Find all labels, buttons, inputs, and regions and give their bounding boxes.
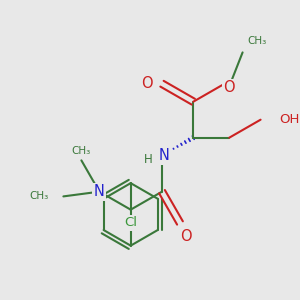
- Text: CH₃: CH₃: [247, 36, 267, 46]
- Text: CH₃: CH₃: [72, 146, 91, 156]
- Text: H: H: [144, 153, 153, 166]
- Text: Cl: Cl: [124, 216, 137, 230]
- Text: O: O: [141, 76, 153, 91]
- Text: OH: OH: [280, 113, 300, 126]
- Text: N: N: [158, 148, 169, 163]
- Text: O: O: [180, 229, 191, 244]
- Text: O: O: [224, 80, 235, 95]
- Text: CH₃: CH₃: [29, 191, 48, 201]
- Text: N: N: [94, 184, 105, 199]
